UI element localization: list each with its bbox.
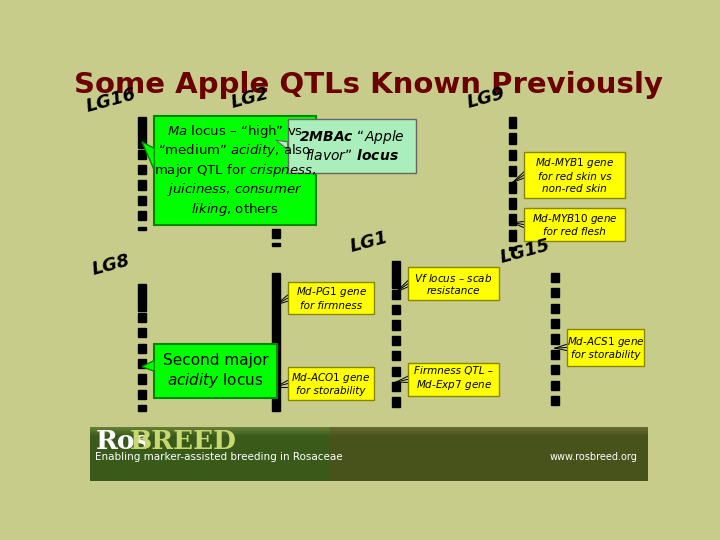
Bar xyxy=(90,435,648,436)
Bar xyxy=(138,180,145,190)
Bar xyxy=(508,247,516,249)
Text: $Md$-$ACS1$ gene
for storability: $Md$-$ACS1$ gene for storability xyxy=(567,335,644,360)
Bar xyxy=(551,396,559,405)
Text: LG2: LG2 xyxy=(230,84,271,112)
Bar xyxy=(508,182,516,193)
Polygon shape xyxy=(142,142,154,170)
Bar xyxy=(392,351,400,361)
Bar xyxy=(90,427,648,428)
Text: Enabling marker-assisted breeding in Rosaceae: Enabling marker-assisted breeding in Ros… xyxy=(96,453,343,462)
Bar xyxy=(272,117,280,200)
Bar xyxy=(524,208,625,241)
Bar xyxy=(508,198,516,209)
Bar xyxy=(408,363,499,396)
Bar xyxy=(154,116,315,225)
Bar xyxy=(287,282,374,314)
Bar xyxy=(90,427,648,481)
Bar xyxy=(138,195,145,205)
Bar xyxy=(392,367,400,376)
Bar xyxy=(551,334,559,343)
Text: $Vf$ locus – scab
resistance: $Vf$ locus – scab resistance xyxy=(414,272,492,296)
Text: www.rosbreed.org: www.rosbreed.org xyxy=(549,453,637,462)
Bar xyxy=(508,214,516,225)
Bar xyxy=(138,390,145,399)
Bar xyxy=(90,431,648,432)
Bar xyxy=(138,313,145,322)
Text: Ros: Ros xyxy=(96,429,150,454)
Bar xyxy=(287,119,415,173)
Bar xyxy=(90,428,648,429)
Text: $Md$-$MYB10$ gene
for red flesh: $Md$-$MYB10$ gene for red flesh xyxy=(531,212,617,238)
Bar xyxy=(392,336,400,345)
Text: LG16: LG16 xyxy=(84,85,138,116)
Bar xyxy=(551,273,559,282)
Text: LG8: LG8 xyxy=(90,252,132,279)
Bar xyxy=(138,328,145,338)
Bar xyxy=(508,166,516,177)
Bar xyxy=(90,430,648,431)
Bar xyxy=(392,261,400,288)
Text: LG9: LG9 xyxy=(465,84,507,112)
Text: Some Apple QTLs Known Previously: Some Apple QTLs Known Previously xyxy=(74,71,664,99)
Bar xyxy=(272,200,280,209)
Bar xyxy=(272,229,280,238)
Bar xyxy=(90,432,648,433)
Bar xyxy=(551,288,559,298)
Bar xyxy=(551,350,559,359)
Bar xyxy=(138,343,145,353)
Bar xyxy=(551,381,559,390)
Text: LG1: LG1 xyxy=(348,228,390,256)
Bar xyxy=(551,303,559,313)
Bar xyxy=(392,320,400,330)
Bar xyxy=(154,345,276,398)
Bar xyxy=(138,284,145,311)
Bar xyxy=(287,367,374,400)
Bar xyxy=(272,244,280,246)
Bar xyxy=(392,289,400,299)
Text: Second major
$acidity$ locus: Second major $acidity$ locus xyxy=(163,353,269,390)
Bar xyxy=(330,427,648,481)
Bar xyxy=(551,365,559,374)
Bar xyxy=(508,133,516,144)
Bar xyxy=(524,152,625,198)
Text: BREED: BREED xyxy=(130,429,238,454)
Bar xyxy=(90,434,648,435)
Bar xyxy=(138,165,145,174)
Bar xyxy=(508,117,516,128)
Bar xyxy=(90,433,648,434)
Bar xyxy=(551,319,559,328)
Bar xyxy=(508,150,516,160)
Bar xyxy=(392,382,400,392)
Bar xyxy=(138,150,145,159)
Bar xyxy=(567,329,644,366)
Bar xyxy=(408,267,499,300)
Text: $Md$-$PG1$ gene
for firmness: $Md$-$PG1$ gene for firmness xyxy=(295,285,366,311)
Text: $Md$-$ACO1$ gene
for storability: $Md$-$ACO1$ gene for storability xyxy=(292,371,371,396)
Text: $Ma$ locus – “high” vs
“medium” $acidity$, also
major QTL for $crispness$,
$juic: $Ma$ locus – “high” vs “medium” $acidity… xyxy=(154,123,316,218)
Bar xyxy=(138,359,145,368)
Text: 2MBAc “$Apple$
$flavor$” locus: 2MBAc “$Apple$ $flavor$” locus xyxy=(299,128,405,163)
Polygon shape xyxy=(276,140,287,150)
Bar xyxy=(508,231,516,241)
Bar xyxy=(138,226,145,231)
Text: $Md$-$MYB1$ gene
for red skin vs
non-red skin: $Md$-$MYB1$ gene for red skin vs non-red… xyxy=(535,156,614,193)
Text: Firmness QTL –
$Md$-$Exp7$ gene: Firmness QTL – $Md$-$Exp7$ gene xyxy=(414,366,493,393)
Bar xyxy=(272,273,280,411)
Text: LG15: LG15 xyxy=(498,236,553,267)
Bar xyxy=(138,405,145,411)
Bar xyxy=(392,397,400,407)
Bar xyxy=(392,305,400,314)
Bar xyxy=(272,214,280,224)
Bar xyxy=(90,429,648,430)
Bar xyxy=(138,211,145,220)
Bar xyxy=(138,374,145,383)
Bar xyxy=(138,117,145,148)
Polygon shape xyxy=(142,361,154,372)
